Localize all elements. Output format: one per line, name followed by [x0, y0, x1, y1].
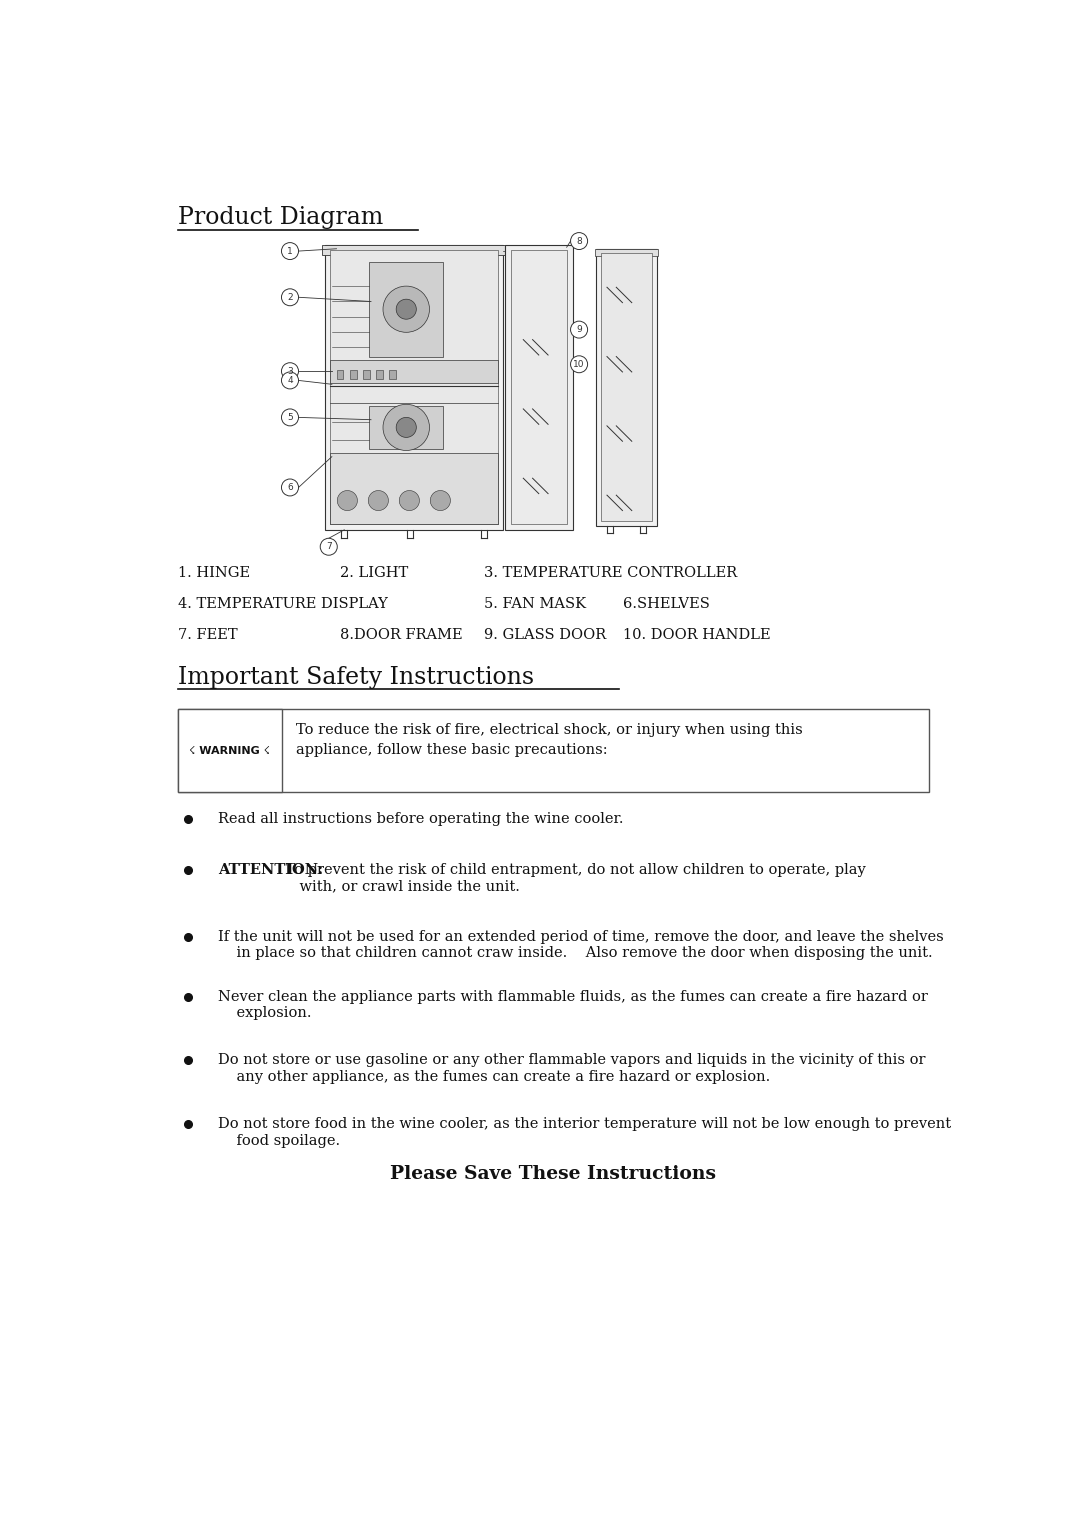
- Text: 5. FAN MASK: 5. FAN MASK: [484, 597, 585, 611]
- Text: 6: 6: [287, 483, 293, 492]
- Bar: [376, 370, 383, 379]
- Bar: [596, 249, 657, 526]
- Circle shape: [321, 538, 337, 555]
- Circle shape: [396, 417, 416, 437]
- Bar: [505, 245, 572, 529]
- Circle shape: [282, 479, 298, 495]
- Bar: [322, 245, 507, 255]
- Text: ATTENTION:: ATTENTION:: [218, 864, 323, 877]
- Text: Important Safety Instructions: Important Safety Instructions: [177, 666, 534, 689]
- Circle shape: [337, 491, 357, 511]
- Bar: [363, 370, 369, 379]
- Text: 4. TEMPERATURE DISPLAY: 4. TEMPERATURE DISPLAY: [177, 597, 388, 611]
- Bar: [177, 709, 930, 793]
- Text: To prevent the risk of child entrapment, do not allow children to operate, play
: To prevent the risk of child entrapment,…: [282, 864, 866, 893]
- Text: Never clean the appliance parts with flammable fluids, as the fumes can create a: Never clean the appliance parts with fla…: [218, 991, 928, 1020]
- Circle shape: [282, 371, 298, 390]
- Circle shape: [282, 362, 298, 379]
- Bar: [337, 370, 343, 379]
- Text: 7: 7: [326, 542, 332, 551]
- Circle shape: [383, 405, 430, 451]
- Text: 9: 9: [577, 325, 582, 334]
- Text: 3: 3: [287, 367, 293, 376]
- Text: 3. TEMPERATURE CONTROLLER: 3. TEMPERATURE CONTROLLER: [484, 566, 737, 580]
- Text: Do not store or use gasoline or any other flammable vapors and liquids in the vi: Do not store or use gasoline or any othe…: [218, 1054, 926, 1083]
- Circle shape: [282, 410, 298, 426]
- Text: If the unit will not be used for an extended period of time, remove the door, an: If the unit will not be used for an exte…: [218, 930, 944, 960]
- Circle shape: [570, 233, 588, 250]
- Text: 2. LIGHT: 2. LIGHT: [340, 566, 408, 580]
- Circle shape: [570, 356, 588, 373]
- Bar: [330, 453, 498, 523]
- Text: Read all instructions before operating the wine cooler.: Read all instructions before operating t…: [218, 813, 623, 827]
- Circle shape: [282, 242, 298, 259]
- Circle shape: [430, 491, 450, 511]
- Bar: [389, 370, 396, 379]
- Text: 5: 5: [287, 413, 293, 422]
- Text: 10: 10: [573, 360, 585, 368]
- Bar: [177, 709, 282, 793]
- Circle shape: [570, 321, 588, 337]
- Bar: [330, 359, 498, 384]
- Text: 10. DOOR HANDLE: 10. DOOR HANDLE: [623, 627, 771, 641]
- Text: 4: 4: [287, 376, 293, 385]
- Bar: [325, 245, 503, 529]
- Text: Please Save These Instructions: Please Save These Instructions: [391, 1164, 716, 1183]
- Bar: [369, 262, 443, 356]
- Text: 1. HINGE: 1. HINGE: [177, 566, 249, 580]
- Text: 9. GLASS DOOR: 9. GLASS DOOR: [484, 627, 606, 641]
- Bar: [600, 253, 652, 522]
- Bar: [369, 407, 443, 449]
- Text: 6.SHELVES: 6.SHELVES: [623, 597, 711, 611]
- Text: 2: 2: [287, 293, 293, 302]
- Text: Do not store food in the wine cooler, as the interior temperature will not be lo: Do not store food in the wine cooler, as…: [218, 1117, 951, 1147]
- Text: Product Diagram: Product Diagram: [177, 207, 383, 230]
- Circle shape: [282, 288, 298, 305]
- Bar: [511, 250, 567, 525]
- Text: 1: 1: [287, 247, 293, 256]
- Circle shape: [383, 287, 430, 333]
- Circle shape: [400, 491, 419, 511]
- Bar: [595, 249, 658, 256]
- Text: ☇ WARNING ☇: ☇ WARNING ☇: [189, 746, 270, 756]
- Circle shape: [368, 491, 389, 511]
- Text: 8: 8: [577, 236, 582, 245]
- Bar: [350, 370, 356, 379]
- Circle shape: [396, 299, 416, 319]
- Text: 7. FEET: 7. FEET: [177, 627, 238, 641]
- Bar: [330, 250, 498, 525]
- Text: To reduce the risk of fire, electrical shock, or injury when using this
applianc: To reduce the risk of fire, electrical s…: [296, 723, 802, 758]
- Text: 8.DOOR FRAME: 8.DOOR FRAME: [340, 627, 463, 641]
